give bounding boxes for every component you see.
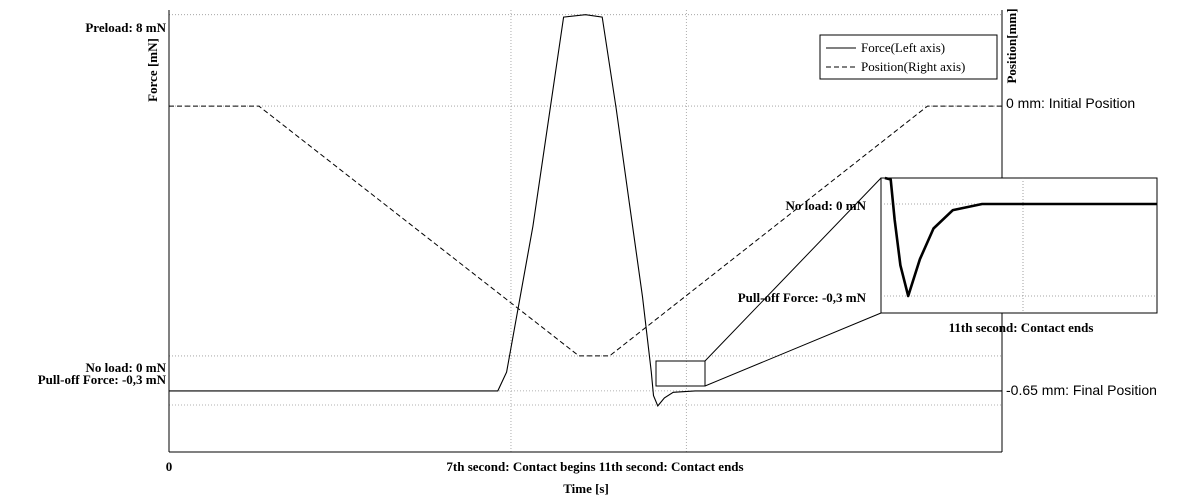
x-tick-label-zero: 0 (166, 459, 173, 474)
legend: Force(Left axis) Position(Right axis) (819, 34, 998, 80)
position-series-line (169, 105, 1002, 357)
zoom-source-box (655, 360, 706, 387)
inset-tick-label-pull-off: Pull-off Force: -0,3 mN (738, 290, 867, 305)
x-tick-label-contact: 7th second: Contact begins 11th second: … (446, 459, 743, 474)
inset-x-label: 11th second: Contact ends (949, 320, 1094, 335)
zoom-connector-bottom (704, 312, 882, 387)
right-tick-label-initial: 0 mm: Initial Position (1006, 95, 1135, 111)
left-tick-label-preload: Preload: 8 mN (85, 20, 166, 35)
legend-force-label: Force(Left axis) (861, 40, 945, 55)
legend-box (819, 34, 998, 80)
legend-position-label: Position(Right axis) (861, 59, 965, 74)
inset-force-line (884, 176, 1157, 298)
inset-tick-label-no-load: No load: 0 mN (785, 198, 866, 213)
zoom-connector-top (704, 177, 882, 362)
left-axis-title: Force [mN] (145, 38, 160, 102)
left-tick-label-no-load: No load: 0 mN (85, 360, 166, 375)
force-series-line (169, 14, 1002, 407)
x-axis-title: Time [s] (563, 481, 609, 496)
right-axis-title: Position[mm] (1004, 8, 1019, 83)
right-tick-label-final: -0.65 mm: Final Position (1006, 382, 1157, 398)
inset-frame (880, 177, 1158, 314)
left-tick-label-pull-off: Pull-off Force: -0,3 mN (38, 372, 167, 387)
inset: No load: 0 mN Pull-off Force: -0,3 mN 11… (738, 176, 1158, 335)
